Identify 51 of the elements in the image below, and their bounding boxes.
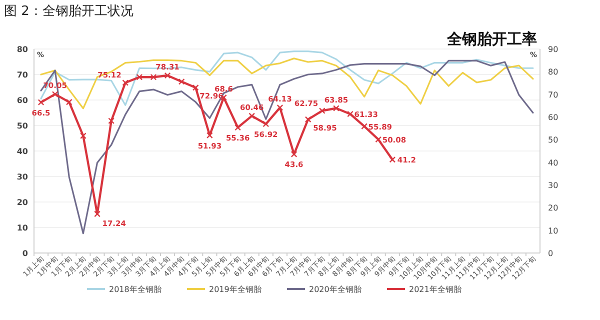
- legend-label: 2018年全钢胎: [109, 285, 162, 294]
- point: [375, 136, 382, 143]
- y-tick-label: 30: [16, 172, 28, 182]
- point: [178, 78, 185, 85]
- point: [66, 98, 72, 106]
- point: [136, 74, 143, 80]
- y2-tick-label: 40: [548, 158, 558, 168]
- point: [80, 132, 86, 140]
- y-tick-label: 70: [16, 70, 28, 80]
- point: [304, 116, 312, 123]
- point: [38, 99, 44, 106]
- point: [164, 72, 171, 79]
- y-tick-label: 20: [16, 198, 28, 207]
- y2-tick-label: 0: [548, 249, 554, 258]
- point: [332, 105, 340, 112]
- point: [122, 80, 129, 86]
- point: [248, 112, 256, 120]
- y-tick-label: 40: [16, 147, 28, 156]
- point: [52, 91, 58, 98]
- legend-label: 2021年全钢胎: [409, 285, 462, 294]
- legend-label: 2019年全钢胎: [209, 285, 262, 294]
- point: [94, 210, 100, 218]
- point: [192, 84, 199, 91]
- title: 图 2：全钢胎开工状况: [4, 4, 134, 19]
- y2-tick-label: 70: [548, 90, 558, 100]
- y-tick-label: 60: [16, 96, 28, 105]
- y2-tick-label: 20: [548, 204, 558, 213]
- point: [347, 110, 354, 118]
- y2-tick-label: 50: [548, 136, 558, 145]
- y2-tick-label: 60: [548, 113, 558, 122]
- point: [234, 124, 242, 131]
- point: [276, 104, 284, 111]
- y-tick-label: 10: [16, 224, 28, 232]
- point: [206, 132, 213, 138]
- line-series: [40, 58, 534, 110]
- y2-tick-label: 30: [548, 181, 558, 190]
- point: [262, 120, 270, 128]
- y2-tick-label: 80: [548, 68, 558, 77]
- y-tick-label: 50: [16, 122, 28, 130]
- y-tick-label: 0: [22, 249, 28, 258]
- point: [389, 156, 396, 163]
- point: [361, 123, 368, 130]
- point: [318, 108, 326, 114]
- point: [290, 150, 298, 158]
- point: [150, 74, 157, 80]
- y2-tick-label: 10: [548, 226, 558, 236]
- subtitle: 全钢胎开工率: [447, 30, 537, 48]
- y2-tick-label: 90: [548, 45, 558, 54]
- y-tick-label: 80: [16, 45, 28, 54]
- legend-label: 2020年全钢胎: [309, 285, 362, 294]
- point: [108, 118, 115, 124]
